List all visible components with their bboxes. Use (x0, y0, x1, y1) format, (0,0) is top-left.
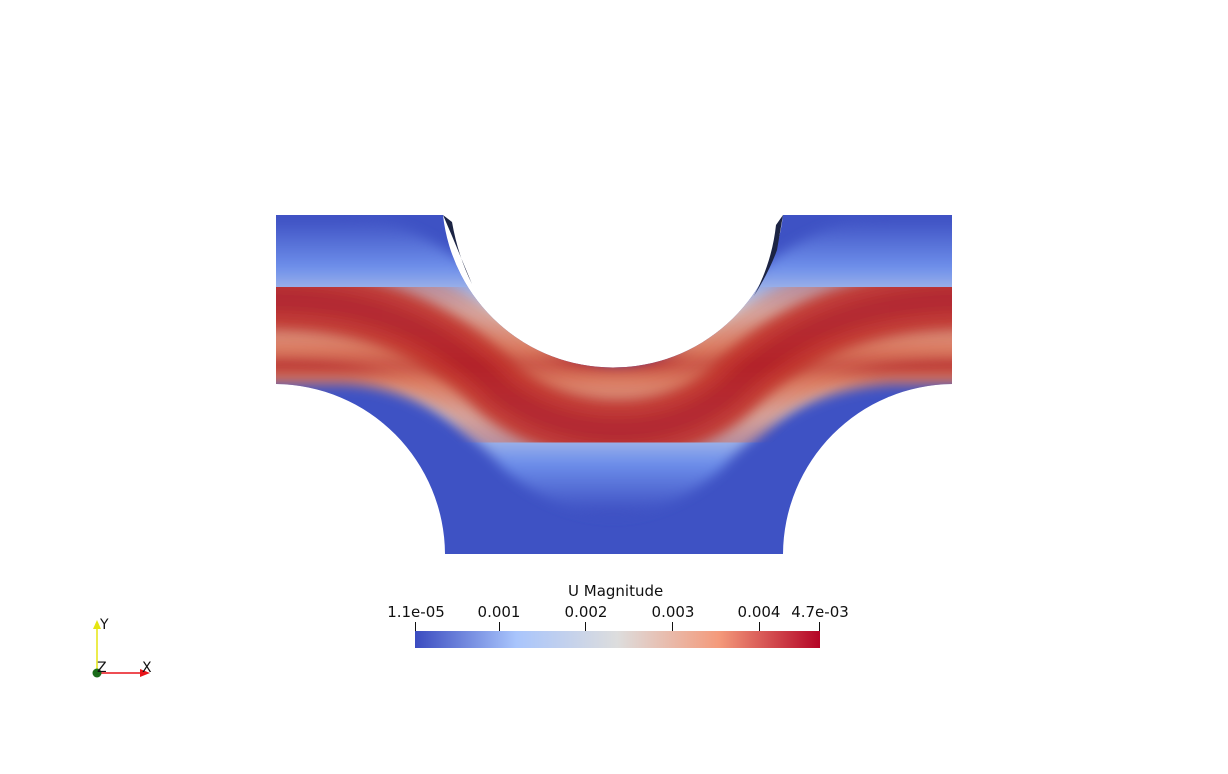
x-axis-arrow (140, 669, 150, 677)
scalar-bar-tick-label: 0.003 (651, 603, 695, 621)
scalar-bar-tick-mark (499, 622, 500, 632)
y-axis-label: Y (100, 617, 109, 633)
z-axis-dot (92, 668, 102, 678)
edge-shadow-right (754, 215, 783, 296)
velocity-field (276, 215, 952, 554)
scalar-bar-tick-mark (819, 622, 820, 632)
x-axis-label: X (142, 660, 152, 676)
z-axis-label: Z (97, 660, 107, 676)
scalar-bar-tick-label: 0.001 (477, 603, 521, 621)
scalar-bar-title: U Magnitude (568, 582, 664, 600)
scalar-bar-tick-mark (585, 622, 586, 632)
scalar-bar-tick-mark (672, 622, 673, 632)
edge-shadow-left (443, 215, 472, 284)
orientation-axes[interactable] (80, 615, 160, 695)
scalar-bar-tick-mark (759, 622, 760, 632)
scalar-bar-tick-mark (415, 622, 416, 632)
scalar-bar-colorbar[interactable] (415, 631, 820, 648)
y-axis-arrow (93, 620, 101, 629)
scalar-bar-tick-label: 1.1e-05 (387, 603, 445, 621)
scalar-bar-tick-label: 0.002 (564, 603, 608, 621)
scalar-bar-tick-label: 4.7e-03 (791, 603, 849, 621)
scalar-bar-tick-label: 0.004 (737, 603, 781, 621)
